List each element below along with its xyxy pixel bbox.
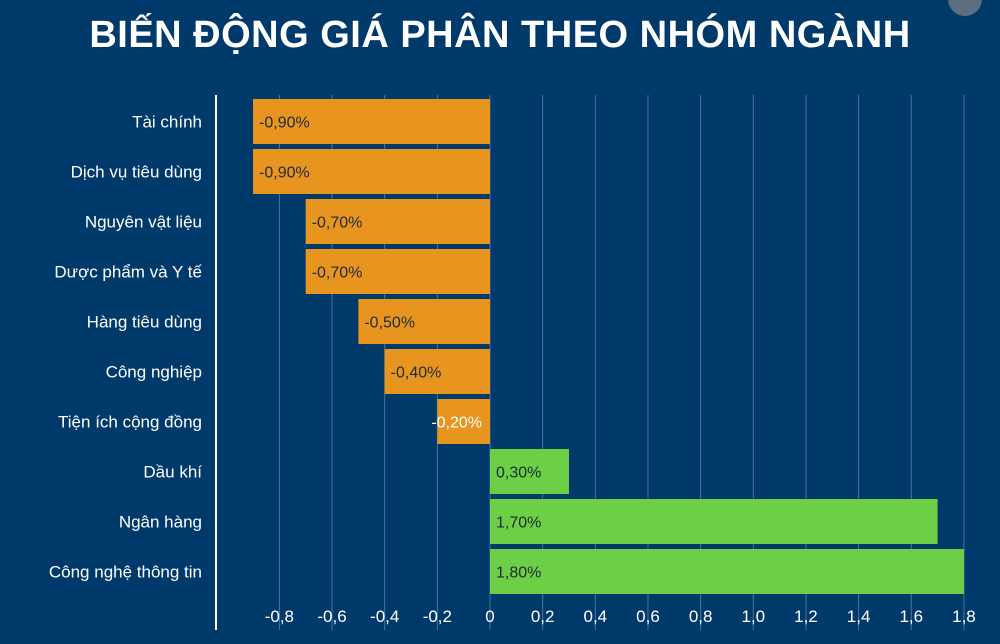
bar [358,299,490,344]
tick-label: -0,8 [265,607,294,626]
tick-label: 0 [485,607,494,626]
data-label: 0,30% [496,465,541,482]
data-label: -0,50% [364,315,415,332]
chart-title: BIẾN ĐỘNG GIÁ PHÂN THEO NHÓM NGÀNH [89,14,911,56]
tick-label: 0,6 [636,607,660,626]
bar [305,249,490,294]
bar [253,99,490,144]
tick-label: 1,6 [899,607,923,626]
category-label: Công nghệ thông tin [49,563,202,582]
tick-label: 0,2 [531,607,555,626]
tick-label: -0,2 [423,607,452,626]
corner-decoration [948,0,982,16]
category-label: Dịch vụ tiêu dùng [71,163,202,182]
data-label: -0,70% [312,215,363,232]
tick-label: 1,4 [847,607,871,626]
tick-label: -0,4 [370,607,399,626]
tick-label: 1,2 [794,607,818,626]
bar [490,549,964,594]
tick-label: -0,6 [317,607,346,626]
bar [490,499,938,544]
data-label: -0,90% [259,165,310,182]
data-label: 1,70% [496,515,541,532]
data-label: 1,80% [496,565,541,582]
category-label: Dược phẩm và Y tế [54,263,202,282]
data-label: -0,90% [259,115,310,132]
category-label: Tiện ích cộng đồng [58,413,202,432]
category-label: Nguyên vật liệu [85,213,202,232]
tick-label: 0,8 [689,607,713,626]
category-label: Ngân hàng [119,513,202,532]
tick-label: 1,8 [952,607,976,626]
tick-label: 0,4 [583,607,607,626]
category-label: Hàng tiêu dùng [87,313,202,332]
bar [305,199,490,244]
category-labels: Tài chính Dịch vụ tiêu dùng Nguyên vật liệ… [49,113,203,582]
category-label: Tài chính [132,113,202,132]
bar [437,399,490,444]
data-label: -0,40% [391,365,442,382]
bar [384,349,490,394]
bar [253,149,490,194]
bar [490,449,569,494]
tick-label: 1,0 [741,607,765,626]
data-label: -0,70% [312,265,363,282]
category-label: Công nghiệp [106,363,202,382]
category-label: Dầu khí [143,463,202,482]
bars: -0,90% -0,90% -0,70% -0,70% -0,50% -0,40% -0,2… [253,99,964,594]
data-label: -0,20% [431,415,482,432]
x-axis-ticks: -0,8 -0,6 -0,4 -0,2 0 0,2 0,4 0,6 0,8 1,0 1,2 1,4 1,… [265,607,976,626]
